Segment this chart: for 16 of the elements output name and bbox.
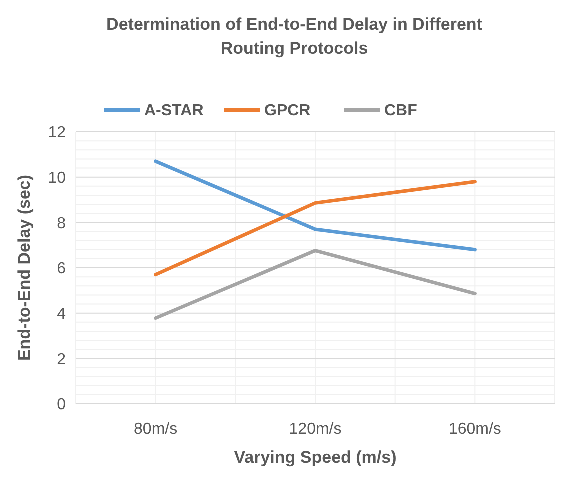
x-axis-title: Varying Speed (m/s) [234,448,397,467]
legend-label: GPCR [264,102,312,120]
legend-label: CBF [384,102,418,120]
legend-label: A-STAR [144,102,204,120]
x-tick-label: 80m/s [134,421,178,438]
y-tick-label: 4 [57,306,66,323]
y-tick-label: 12 [48,124,66,142]
x-tick-label: 160m/s [448,421,502,438]
y-tick-label: 6 [57,260,66,278]
chart-title: Determination of End-to-End Delay in Different Routing Protocols [106,15,483,58]
y-tick-label: 0 [57,396,66,414]
y-tick-label: 2 [57,351,66,368]
y-tick-label: 10 [48,170,66,187]
x-tick-label: 120m/s [289,421,342,438]
y-axis-title: End-to-End Delay (sec) [15,174,34,362]
y-tick-label: 8 [57,215,66,232]
